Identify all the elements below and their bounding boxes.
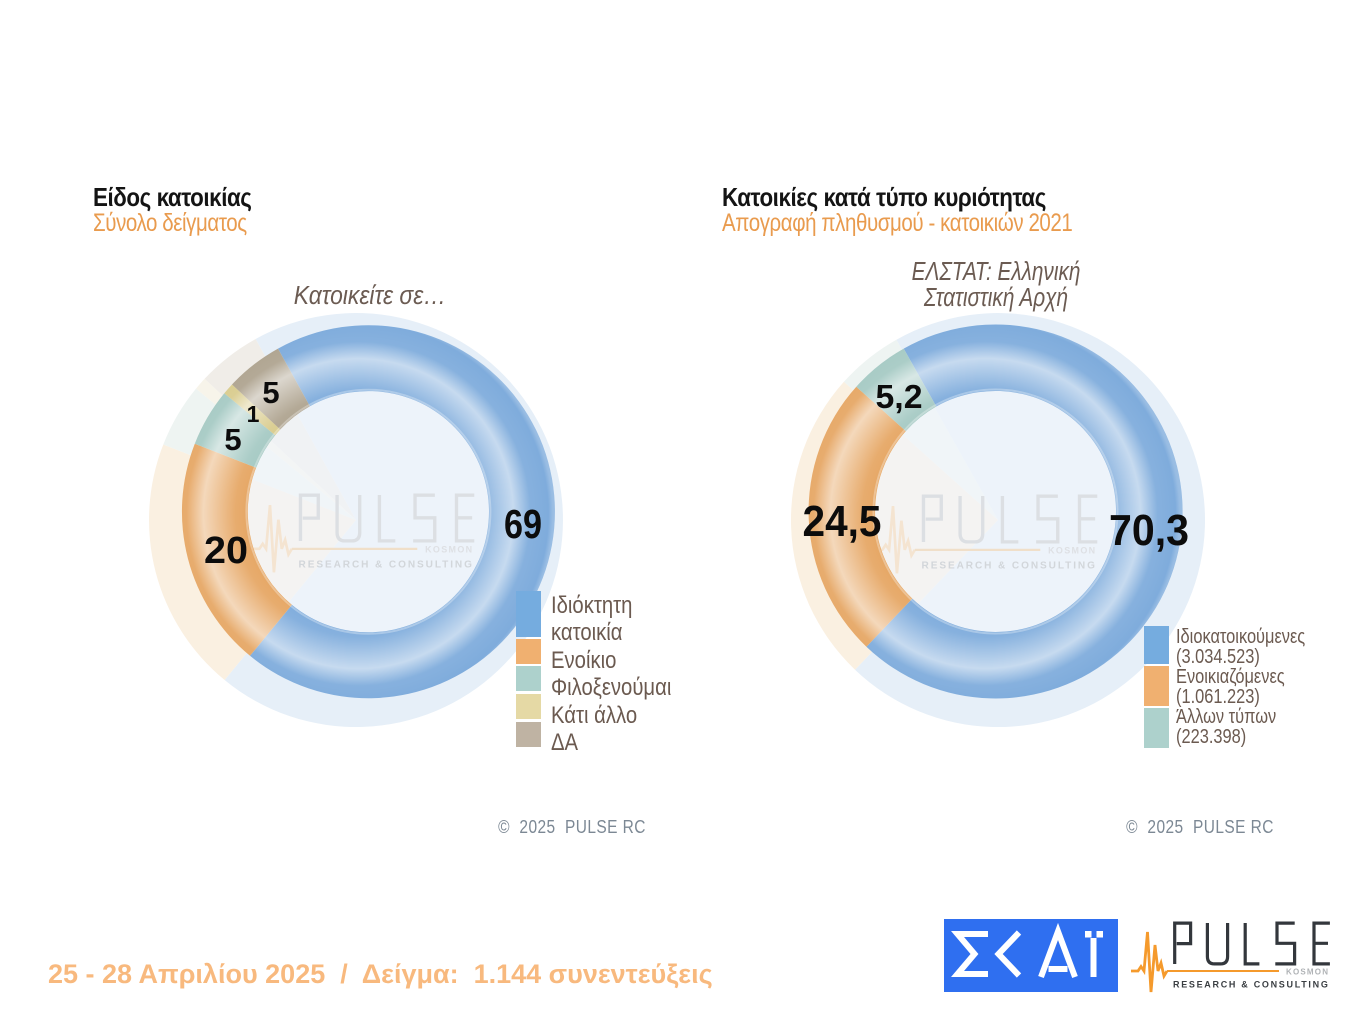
svg-text:24,5: 24,5 (803, 497, 882, 546)
svg-text:1: 1 (247, 401, 260, 427)
svg-text:5: 5 (224, 422, 241, 457)
svg-text:20: 20 (204, 530, 248, 572)
svg-text:RESEARCH & CONSULTING: RESEARCH & CONSULTING (1173, 980, 1330, 990)
svg-text:69: 69 (504, 501, 542, 547)
svg-text:KOSMON: KOSMON (1048, 546, 1096, 556)
svg-text:RESEARCH & CONSULTING: RESEARCH & CONSULTING (299, 559, 474, 570)
svg-text:70,3: 70,3 (1109, 506, 1189, 555)
svg-text:KOSMON: KOSMON (1286, 968, 1329, 977)
svg-text:KOSMON: KOSMON (425, 545, 473, 555)
svg-text:RESEARCH & CONSULTING: RESEARCH & CONSULTING (922, 560, 1097, 571)
svg-text:5: 5 (262, 375, 279, 410)
svg-text:5,2: 5,2 (876, 378, 923, 415)
